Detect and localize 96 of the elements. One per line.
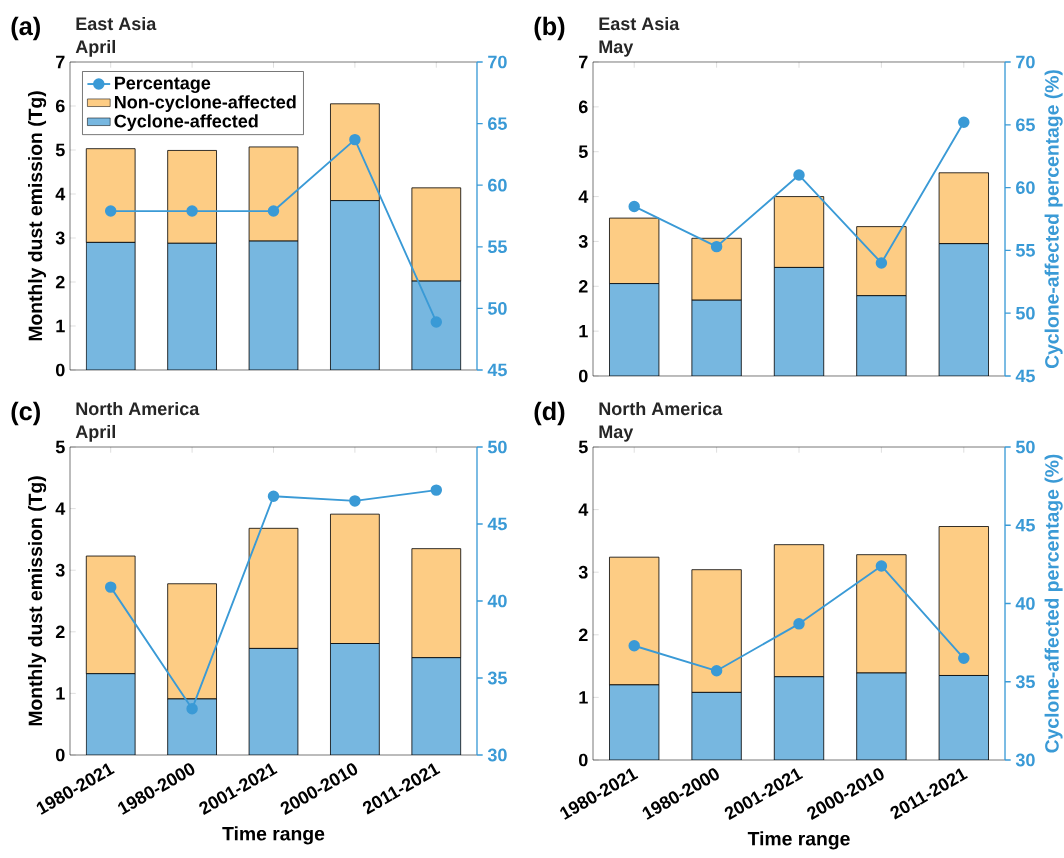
y-tick-label: 1 bbox=[56, 687, 65, 700]
chart-title: North America bbox=[76, 401, 200, 416]
y-tick-label: 3 bbox=[55, 231, 65, 245]
y-tick-label: 1 bbox=[56, 319, 65, 333]
y2-tick-label: 50 bbox=[487, 440, 507, 454]
y2-tick-label: 50 bbox=[1015, 440, 1035, 454]
point bbox=[793, 618, 805, 630]
y2-axis-title: Cyclone-affected percentage (%) bbox=[1044, 70, 1063, 369]
point bbox=[104, 205, 117, 217]
text: (a) bbox=[11, 16, 40, 41]
y2-tick-label: 45 bbox=[487, 363, 507, 377]
legend-label: Percentage bbox=[114, 76, 211, 94]
y2-tick-label: 70 bbox=[1016, 55, 1035, 69]
chart-subtitle: April bbox=[75, 39, 115, 57]
y2-tick-label: 40 bbox=[1015, 597, 1035, 610]
x-axis-title: Time range bbox=[747, 831, 850, 850]
point bbox=[267, 205, 280, 217]
bar bbox=[856, 295, 907, 376]
y-axis-title: Monthly dust emission (Tg) bbox=[28, 91, 47, 341]
y2-tick-label: 45 bbox=[1015, 369, 1035, 383]
point bbox=[958, 116, 970, 129]
y-axis-title: Monthly dust emission (Tg) bbox=[28, 476, 47, 726]
point bbox=[349, 495, 361, 507]
chart-subtitle: May bbox=[599, 40, 634, 57]
y-tick-label: 0 bbox=[579, 369, 588, 383]
y2-tick-label: 65 bbox=[1016, 118, 1035, 132]
y2-tick-label: 45 bbox=[1015, 518, 1035, 532]
y-tick-label: 7 bbox=[56, 55, 65, 69]
y2-tick-label: 30 bbox=[487, 748, 507, 762]
y2-tick-label: 40 bbox=[487, 594, 507, 608]
y-tick-label: 4 bbox=[578, 190, 589, 203]
y-tick-label: 6 bbox=[55, 99, 65, 113]
y-tick-label: 2 bbox=[55, 625, 65, 639]
point bbox=[875, 257, 888, 269]
y2-tick-label: 55 bbox=[487, 240, 507, 254]
y2-tick-label: 55 bbox=[1015, 244, 1035, 257]
point bbox=[349, 133, 361, 146]
y-tick-label: 4 bbox=[578, 503, 589, 516]
point bbox=[628, 200, 640, 213]
y-tick-label: 5 bbox=[578, 145, 588, 158]
point bbox=[186, 205, 198, 217]
y2-axis-title: Cyclone-affected percentage (%) bbox=[1044, 454, 1063, 753]
point bbox=[186, 703, 198, 715]
chart-title: East Asia bbox=[76, 16, 157, 31]
point bbox=[267, 490, 280, 503]
chart-title: North America bbox=[599, 401, 723, 416]
y2-tick-label: 30 bbox=[1015, 753, 1035, 767]
legend-label: Cyclone-affected bbox=[114, 114, 258, 132]
point bbox=[710, 240, 723, 253]
bar bbox=[773, 267, 825, 376]
point bbox=[710, 665, 723, 677]
y2-tick-label: 60 bbox=[1016, 181, 1035, 194]
y-tick-label: 2 bbox=[578, 280, 588, 293]
y-tick-label: 1 bbox=[579, 691, 588, 704]
y-tick-label: 2 bbox=[55, 275, 65, 289]
x-axis-title: Time range bbox=[222, 826, 325, 845]
y2-tick-label: 70 bbox=[488, 55, 507, 69]
y-tick-label: 5 bbox=[55, 143, 65, 157]
y-tick-label: 2 bbox=[578, 628, 588, 642]
y-tick-label: 3 bbox=[55, 563, 65, 577]
point bbox=[430, 316, 443, 328]
y2-tick-label: 35 bbox=[487, 671, 507, 685]
y2-tick-label: 60 bbox=[488, 178, 507, 192]
text: (d) bbox=[534, 401, 565, 426]
y-tick-label: 5 bbox=[578, 440, 588, 454]
bar bbox=[691, 299, 742, 376]
chart-subtitle: May bbox=[599, 425, 634, 442]
y2-tick-label: 50 bbox=[487, 302, 507, 315]
point bbox=[628, 640, 640, 652]
y2-tick-label: 65 bbox=[488, 117, 507, 130]
y-tick-label: 1 bbox=[579, 324, 588, 338]
y-tick-label: 4 bbox=[55, 187, 66, 201]
bar bbox=[609, 283, 660, 376]
y2-tick-label: 45 bbox=[487, 517, 507, 531]
bar bbox=[938, 243, 989, 376]
point bbox=[958, 652, 970, 665]
text: (c) bbox=[11, 401, 40, 426]
y-tick-label: 0 bbox=[55, 363, 65, 377]
point bbox=[875, 560, 888, 572]
y-tick-label: 4 bbox=[55, 502, 66, 515]
y2-tick-label: 50 bbox=[1015, 306, 1035, 320]
point bbox=[104, 581, 117, 593]
y-tick-label: 0 bbox=[579, 753, 588, 767]
text: (b) bbox=[534, 16, 565, 41]
point bbox=[430, 484, 443, 496]
y-tick-label: 3 bbox=[578, 235, 588, 248]
y-tick-label: 6 bbox=[578, 100, 588, 114]
chart-subtitle: April bbox=[75, 424, 115, 442]
y-tick-label: 5 bbox=[55, 440, 65, 454]
point bbox=[793, 169, 805, 181]
chart-title: East Asia bbox=[599, 16, 680, 31]
y-tick-label: 3 bbox=[578, 565, 588, 579]
legend-label: Non-cyclone-affected bbox=[114, 95, 296, 113]
y2-tick-label: 35 bbox=[1015, 675, 1035, 689]
y-tick-label: 0 bbox=[55, 748, 65, 762]
y-tick-label: 7 bbox=[579, 55, 588, 69]
